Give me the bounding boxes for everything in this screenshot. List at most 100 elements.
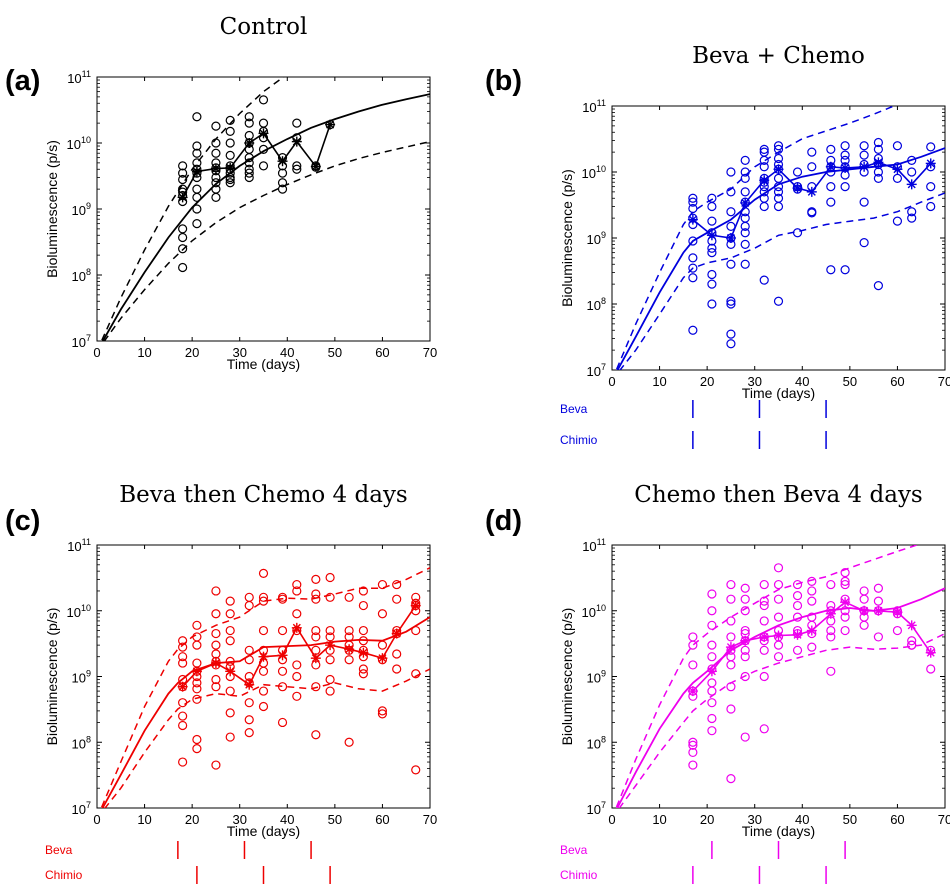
data-point (225, 656, 235, 666)
data-point (277, 184, 288, 194)
data-point (344, 592, 354, 602)
x-tick-label: 70 (423, 812, 437, 827)
mean-marker (925, 647, 936, 658)
data-point (873, 632, 884, 642)
data-point (292, 586, 302, 596)
data-point (726, 207, 736, 217)
data-point (358, 625, 368, 636)
model-lower-band-line (619, 192, 945, 370)
data-point (225, 174, 235, 185)
data-point (311, 645, 321, 655)
data-point (244, 592, 254, 602)
mean-marker (840, 162, 851, 173)
data-point (225, 708, 235, 718)
data-point (740, 173, 750, 183)
mean-marker (687, 686, 698, 697)
data-point (192, 678, 202, 688)
data-point (807, 586, 817, 596)
data-point (311, 632, 321, 642)
mean-marker (210, 658, 221, 669)
data-point (244, 715, 254, 725)
data-point (807, 642, 817, 652)
data-point (907, 155, 917, 165)
y-tick-label: 1011 (582, 98, 606, 115)
data-point (840, 579, 850, 590)
mean-marker (258, 651, 269, 662)
data-point (773, 201, 784, 212)
data-point (277, 168, 288, 178)
data-point (740, 625, 750, 636)
data-point (907, 167, 917, 177)
model-upper-band-line (100, 77, 285, 341)
x-tick-label: 70 (423, 345, 437, 360)
mean-marker (325, 119, 336, 130)
data-point (926, 201, 936, 212)
mean-marker (892, 164, 903, 175)
data-point (726, 594, 736, 604)
data-point (726, 167, 736, 177)
data-point (892, 216, 903, 226)
data-point (688, 203, 698, 214)
x-tick-label: 50 (843, 812, 857, 827)
x-tick-label: 30 (747, 374, 761, 389)
x-tick-label: 10 (137, 345, 151, 360)
x-tick-label: 50 (328, 345, 342, 360)
data-point (792, 167, 803, 177)
data-point (773, 563, 784, 573)
data-point (258, 95, 269, 105)
data-point (178, 244, 188, 254)
data-point (277, 594, 288, 604)
data-point (411, 765, 421, 775)
y-tick-label: 107 (587, 362, 606, 379)
data-point (759, 155, 769, 165)
data-point (773, 579, 784, 590)
data-point (740, 239, 750, 249)
schedule-label-chimio: Chimio (560, 433, 598, 447)
data-point (325, 592, 335, 602)
data-point (759, 600, 769, 611)
mean-line (692, 161, 932, 239)
data-point (258, 596, 269, 606)
model-median-line (616, 587, 945, 808)
data-point (688, 760, 698, 770)
y-axis-label: Bioluminescence (p/s) (559, 169, 575, 307)
data-point (292, 579, 302, 590)
data-point (258, 118, 269, 128)
data-point (726, 682, 736, 692)
data-point (392, 649, 402, 659)
data-point (192, 184, 202, 194)
mean-marker (244, 679, 255, 690)
plot-area (615, 545, 945, 808)
data-point (258, 592, 269, 602)
mean-marker (773, 630, 784, 641)
data-point (688, 325, 698, 335)
data-point (707, 698, 717, 708)
data-point (311, 730, 321, 740)
data-point (792, 645, 803, 655)
x-axis-label: Time (days) (742, 385, 815, 401)
data-point (707, 726, 717, 736)
data-point (773, 141, 784, 151)
y-tick-label: 107 (587, 800, 606, 817)
data-point (759, 596, 769, 606)
data-point (358, 664, 368, 674)
data-point (211, 628, 221, 639)
y-axis-label: Bioluminescence (p/s) (559, 608, 575, 746)
data-point (277, 717, 288, 728)
data-point (377, 609, 388, 619)
y-tick-label: 108 (587, 734, 606, 751)
data-point (178, 232, 188, 243)
mean-marker (291, 136, 302, 147)
data-point (726, 616, 736, 626)
data-point (707, 686, 717, 696)
data-point (740, 187, 750, 197)
data-point (740, 594, 750, 604)
data-point (873, 281, 884, 291)
mean-marker (191, 666, 202, 677)
data-point (178, 161, 188, 171)
mean-marker (225, 666, 236, 677)
data-point (759, 201, 769, 212)
plot-area (100, 77, 430, 341)
x-tick-label: 30 (232, 345, 246, 360)
data-point (707, 279, 717, 289)
